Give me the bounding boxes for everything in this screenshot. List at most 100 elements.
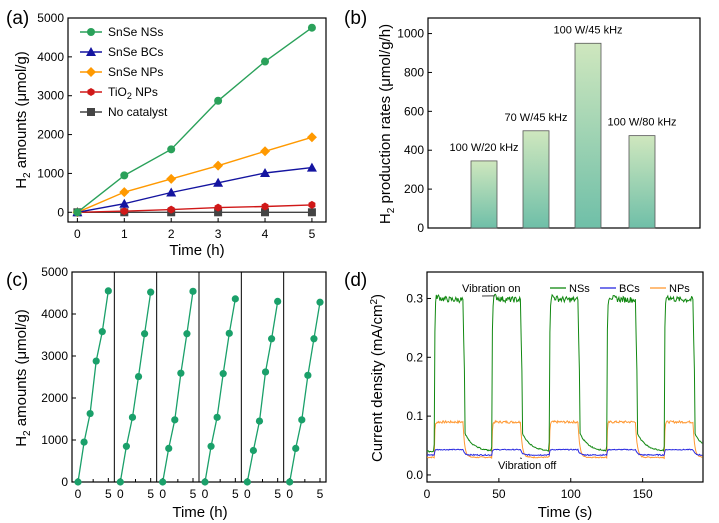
b-bar: [574, 42, 602, 229]
c-data-point: [86, 409, 94, 418]
c-data-point: [268, 335, 276, 343]
d-legend-label: NPs: [669, 283, 690, 295]
a-data-point: [214, 96, 223, 105]
c-data-point: [298, 416, 306, 424]
d-legend-label: BCs: [619, 283, 640, 295]
a-data-point: [260, 168, 271, 178]
a-data-point: [306, 132, 317, 143]
panel-d-series: [426, 293, 703, 460]
panel-d-axes-frame: [426, 271, 704, 483]
a-data-point: [166, 187, 177, 197]
c-data-point: [231, 295, 239, 303]
c-data-point: [316, 298, 324, 306]
a-ytick-label: 5000: [37, 11, 64, 25]
a-data-point: [213, 160, 224, 171]
c-data-point: [310, 335, 318, 343]
c-xtick-label: 0: [286, 487, 293, 501]
panel-c-y-label: H2 amounts (μmol/g): [13, 309, 33, 447]
panel-d-y-ticks: 0.0 0.1 0.2 0.3: [406, 291, 431, 482]
c-data-point: [286, 478, 294, 486]
c-cycle-line: [119, 292, 152, 483]
c-data-point: [74, 478, 82, 486]
a-legend-marker: [87, 108, 95, 116]
a-series-line: [77, 136, 313, 213]
a-data-point: [261, 57, 270, 66]
b-bar-label: 100 W/80 kHz: [607, 117, 676, 129]
c-data-point: [201, 478, 209, 486]
a-legend-label: TiO2 NPs: [108, 85, 158, 101]
c-data-point: [249, 446, 257, 455]
panel-a-y-label: H2 amounts (μmol/g): [13, 51, 33, 189]
panel-c-x-label: Time (h): [172, 504, 227, 521]
a-xtick-label: 5: [309, 227, 316, 241]
c-data-point: [304, 371, 312, 379]
b-ytick-label: 1000: [397, 27, 424, 41]
c-data-point: [116, 478, 124, 486]
c-ytick-label: 4000: [41, 307, 68, 321]
c-cycle-line: [289, 302, 321, 483]
d-series-line: [426, 293, 703, 453]
a-data-point: [120, 171, 129, 180]
d-ytick-label: 0.0: [406, 468, 423, 482]
a-legend-marker: [87, 88, 95, 96]
b-ytick-label: 200: [404, 182, 424, 196]
a-legend-label: No catalyst: [108, 105, 168, 119]
b-bar-label: 100 W/45 kHz: [553, 24, 622, 36]
a-data-point: [119, 198, 130, 208]
a-data-point: [261, 202, 269, 211]
a-legend-label: SnSe BCs: [108, 45, 163, 59]
a-ytick-label: 3000: [37, 89, 64, 103]
panel-a-label: (a): [6, 8, 29, 29]
a-data-point: [214, 203, 222, 212]
a-xtick-label: 2: [168, 227, 175, 241]
d-ytick-label: 0.3: [406, 291, 423, 305]
c-data-point: [219, 370, 227, 378]
c-data-point: [292, 444, 300, 452]
c-xtick-label: 5: [147, 487, 154, 501]
a-legend-label: SnSe NPs: [108, 65, 163, 79]
panel-d-x-label: Time (s): [538, 504, 592, 521]
panel-b-bars: 100 W/20 kHz 70 W/45 kHz 100 W/45 kHz 100 W…: [449, 24, 677, 229]
panel-b-axes-frame: [427, 17, 701, 229]
b-ytick-label: 800: [404, 65, 424, 79]
panel-d-x-ticks: 0 50 100 150: [424, 478, 653, 501]
c-data-point: [243, 478, 251, 486]
c-xtick-label: 5: [274, 487, 281, 501]
panel-d-y-label: Current density (mA/cm2): [369, 294, 386, 462]
panel-a-series: [72, 23, 317, 218]
a-data-point: [308, 200, 316, 209]
a-data-point: [307, 23, 316, 32]
d-xtick-label: 50: [492, 487, 506, 501]
c-ytick-label: 2000: [41, 391, 68, 405]
panel-d-label: (d): [344, 270, 367, 291]
c-xtick-label: 5: [105, 487, 112, 501]
panel-c-cycle-dividers: [113, 272, 285, 482]
d-series-line: [426, 419, 703, 460]
a-series-line: [77, 204, 312, 213]
c-cycle-line: [204, 298, 236, 483]
c-ytick-label: 0: [61, 475, 68, 489]
c-data-point: [128, 413, 137, 421]
a-data-point: [307, 208, 316, 217]
panel-d-current-chart: (d) 0.0 0.1 0.2 0.3 0 50 100 150 NSs BCs NPs Vib…: [344, 270, 704, 521]
c-data-point: [171, 416, 179, 424]
a-series-line: [76, 27, 313, 213]
c-cycle-line: [162, 291, 194, 483]
c-xtick-label: 5: [190, 487, 197, 501]
panel-d-legend: NSs BCs NPs: [550, 283, 690, 295]
panel-a-x-ticks: 0 1 2 3 4 5: [74, 218, 316, 241]
a-data-point: [261, 208, 270, 217]
a-data-point: [120, 207, 128, 216]
b-bar-label: 100 W/20 kHz: [449, 142, 518, 154]
c-data-point: [80, 438, 88, 446]
panel-c-y-ticks: 0 1000 2000 3000 4000 5000: [41, 265, 76, 489]
b-ytick-label: 400: [404, 143, 424, 157]
panel-c-label: (c): [6, 270, 28, 291]
b-bar: [522, 130, 550, 229]
d-annotation-on: Vibration on: [462, 283, 521, 295]
a-series-line: [77, 166, 312, 213]
b-bar: [628, 135, 656, 229]
a-xtick-label: 3: [215, 227, 222, 241]
